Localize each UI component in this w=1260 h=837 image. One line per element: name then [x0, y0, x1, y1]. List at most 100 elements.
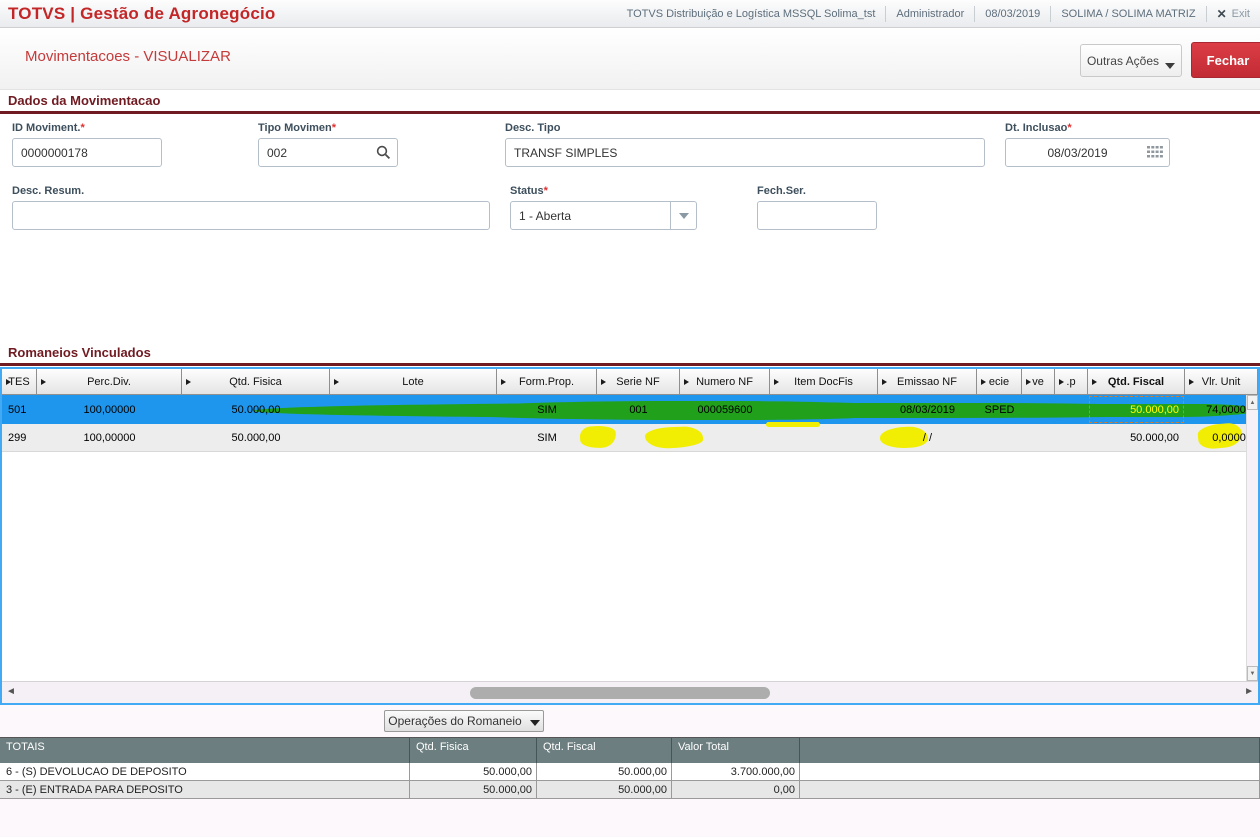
- section-rule: [0, 111, 1260, 114]
- cell-especie: SPED: [984, 403, 1015, 416]
- desc-resum-label: Desc. Resum.: [12, 185, 85, 197]
- totals-empty: [800, 763, 1260, 780]
- topbar: TOTVS | Gestão de Agronegócio TOTVS Dist…: [0, 0, 1260, 28]
- cell-qtd-fisica: 50.000,00: [231, 403, 281, 416]
- sort-arrow-icon: [501, 378, 506, 385]
- fechar-button[interactable]: Fechar: [1191, 42, 1260, 78]
- column-header-lote[interactable]: Lote: [330, 369, 497, 395]
- column-header-emissao-nf[interactable]: Emissao NF: [878, 369, 977, 395]
- column-header-perc-div[interactable]: Perc.Div.: [37, 369, 182, 395]
- cell-numero-nf: 000059600: [697, 403, 753, 416]
- calendar-icon[interactable]: [1147, 146, 1163, 164]
- totals-qtd-fiscal: 50.000,00: [537, 781, 672, 798]
- scroll-right-icon[interactable]: ►: [1244, 686, 1254, 697]
- desc-tipo-input[interactable]: [505, 138, 985, 167]
- grid-row-selected[interactable]: 501 100,00000 50.000,00 SIM 001 00005960…: [2, 395, 1258, 424]
- chevron-down-icon: [670, 202, 696, 229]
- search-icon[interactable]: [376, 145, 391, 165]
- column-header-qtd-fiscal[interactable]: Qtd. Fiscal: [1088, 369, 1185, 395]
- vertical-scrollbar[interactable]: ▲ ▼: [1246, 395, 1258, 681]
- field-id-moviment: ID Moviment.*: [12, 122, 162, 167]
- sort-arrow-icon: [981, 378, 986, 385]
- column-header-trunc-1[interactable]: ve: [1022, 369, 1055, 395]
- column-header-numero-nf[interactable]: Numero NF: [680, 369, 770, 395]
- column-header-item-docfis[interactable]: Item DocFis: [770, 369, 878, 395]
- cell-trunc-2: [1055, 424, 1088, 451]
- session-date-label: 08/03/2019: [974, 5, 1050, 22]
- sort-arrow-icon: [601, 378, 606, 385]
- grid-header-row: TES Perc.Div. Qtd. Fisica Lote Form.Prop…: [2, 369, 1258, 395]
- field-desc-tipo: Desc. Tipo: [505, 122, 985, 167]
- cell-lote: [330, 395, 497, 424]
- totals-header-qtd-fisica: Qtd. Fisica: [410, 738, 537, 763]
- column-header-form-prop[interactable]: Form.Prop.: [497, 369, 597, 395]
- totals-empty: [800, 781, 1260, 798]
- cell-perc-div: 100,00000: [83, 403, 136, 416]
- chevron-down-icon: [529, 720, 540, 726]
- totals-row: 3 - (E) ENTRADA PARA DEPOSITO 50.000,00 …: [0, 781, 1260, 799]
- horizontal-scrollbar[interactable]: ◄ ►: [2, 681, 1258, 703]
- column-header-vlr-unit[interactable]: Vlr. Unit: [1185, 369, 1258, 395]
- status-select[interactable]: 1 - Aberta: [510, 201, 697, 230]
- desc-resum-input[interactable]: [12, 201, 490, 230]
- cell-qtd-fiscal: 50.000,00: [1130, 431, 1179, 444]
- dt-inclusao-label: Dt. Inclusao*: [1005, 122, 1072, 134]
- title-band: Movimentacoes - VISUALIZAR Outras Ações …: [0, 28, 1260, 90]
- cell-lote: [330, 424, 497, 451]
- section-title-dados: Dados da Movimentacao: [8, 93, 161, 108]
- cell-tes: 299: [8, 431, 27, 444]
- grid-row[interactable]: 299 100,00000 50.000,00 SIM / / 50.000,0…: [2, 424, 1258, 452]
- totals-qtd-fiscal: 50.000,00: [537, 763, 672, 780]
- romaneios-grid: TES Perc.Div. Qtd. Fisica Lote Form.Prop…: [0, 367, 1260, 705]
- column-header-trunc-2[interactable]: .p: [1055, 369, 1088, 395]
- tipo-movimen-input[interactable]: [258, 138, 398, 167]
- sort-arrow-icon: [6, 378, 11, 385]
- field-tipo-movimen: Tipo Movimen*: [258, 122, 398, 167]
- scroll-up-icon[interactable]: ▲: [1247, 395, 1258, 410]
- company-branch-label: SOLIMA / SOLIMA MATRIZ: [1050, 5, 1205, 22]
- cell-numero-nf: [680, 424, 770, 451]
- sort-arrow-icon: [334, 378, 339, 385]
- outras-acoes-button[interactable]: Outras Ações: [1080, 44, 1182, 77]
- cell-qtd-fiscal-focused[interactable]: 50.000,00: [1088, 395, 1185, 424]
- totals-header-qtd-fiscal: Qtd. Fiscal: [537, 738, 672, 763]
- cell-emissao-nf: / /: [922, 431, 933, 444]
- totals-row-label: 6 - (S) DEVOLUCAO DE DEPOSITO: [0, 763, 410, 780]
- exit-label: Exit: [1231, 7, 1250, 20]
- cell-especie: [977, 424, 1022, 451]
- exit-button[interactable]: ✕ Exit: [1205, 5, 1260, 22]
- sort-arrow-icon: [186, 378, 191, 385]
- required-mark: *: [331, 122, 337, 134]
- cell-trunc-1: [1022, 395, 1055, 424]
- field-dt-inclusao: Dt. Inclusao*: [1005, 122, 1170, 167]
- section-rule: [0, 363, 1260, 366]
- fech-ser-input[interactable]: [757, 201, 877, 230]
- column-header-serie-nf[interactable]: Serie NF: [597, 369, 680, 395]
- cell-emissao-nf: 08/03/2019: [899, 403, 956, 416]
- operacoes-romaneio-button[interactable]: Operações do Romaneio: [384, 710, 544, 732]
- column-header-especie[interactable]: ecie: [977, 369, 1022, 395]
- scroll-down-icon[interactable]: ▼: [1247, 666, 1258, 681]
- field-fech-ser: Fech.Ser.: [757, 185, 877, 230]
- cell-form-prop: SIM: [537, 403, 557, 416]
- cell-item-docfis: [770, 424, 878, 451]
- topbar-info: TOTVS Distribuição e Logística MSSQL Sol…: [617, 0, 1260, 27]
- chevron-down-icon: [1165, 62, 1176, 69]
- outras-acoes-label: Outras Ações: [1086, 53, 1160, 68]
- cell-form-prop: SIM: [537, 431, 557, 444]
- sort-arrow-icon: [684, 378, 689, 385]
- scroll-left-icon[interactable]: ◄: [6, 686, 16, 697]
- required-mark: *: [543, 185, 548, 197]
- required-mark: *: [1067, 122, 1072, 134]
- column-header-tes[interactable]: TES: [2, 369, 37, 395]
- scrollbar-thumb[interactable]: [470, 687, 770, 699]
- tipo-movimen-label: Tipo Movimen*: [258, 122, 337, 134]
- id-moviment-input[interactable]: [12, 138, 162, 167]
- dt-inclusao-input[interactable]: [1005, 138, 1170, 167]
- field-status: Status* 1 - Aberta: [510, 185, 697, 230]
- column-header-qtd-fisica[interactable]: Qtd. Fisica: [182, 369, 330, 395]
- totals-row-label: 3 - (E) ENTRADA PARA DEPOSITO: [0, 781, 410, 798]
- required-mark: *: [80, 122, 85, 134]
- cell-item-docfis: [770, 395, 878, 424]
